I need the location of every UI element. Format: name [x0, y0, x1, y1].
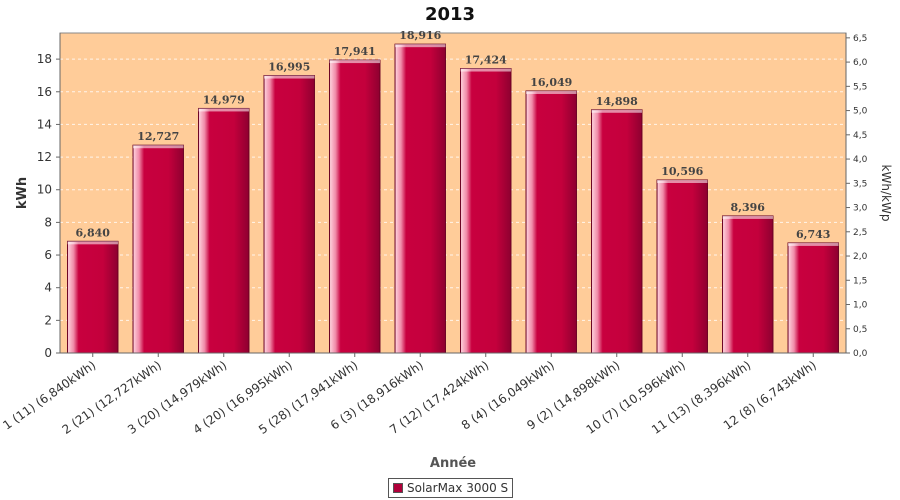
y-tick-label: 10 — [37, 183, 52, 197]
bar — [263, 75, 315, 354]
y2-tick-label: 1,0 — [853, 301, 868, 311]
y2-tick-label: 5,0 — [853, 107, 868, 117]
bar-value-label: 17,424 — [465, 54, 507, 67]
y2-axis-label: kWh/kWp — [879, 165, 893, 222]
bar-value-label: 8,396 — [731, 201, 766, 214]
bar-value-label: 12,727 — [137, 130, 179, 143]
bar — [132, 144, 184, 354]
y2-tick-label: 3,0 — [853, 204, 868, 214]
y-tick-label: 6 — [44, 248, 52, 262]
bar-value-label: 17,941 — [334, 45, 376, 58]
y-axis-label: kWh — [15, 177, 30, 209]
bar-top-highlight — [460, 68, 511, 72]
y-tick-label: 0 — [44, 346, 52, 360]
legend-label: SolarMax 3000 S — [407, 481, 509, 495]
bar-top-highlight — [657, 180, 708, 184]
bar — [525, 90, 577, 354]
y-tick-label: 16 — [37, 85, 52, 99]
bar-top-highlight — [329, 60, 380, 64]
bar-value-label: 14,979 — [203, 93, 245, 106]
chart-title: 2013 — [425, 4, 475, 25]
legend-swatch — [393, 483, 403, 493]
plot-area — [59, 32, 847, 354]
bar — [591, 109, 643, 354]
y-tick-label: 12 — [37, 150, 52, 164]
bar — [787, 242, 839, 354]
y2-tick-label: 0,0 — [853, 349, 868, 359]
bar — [329, 59, 381, 354]
y-tick-label: 18 — [37, 52, 52, 66]
y-tick-label: 2 — [44, 313, 52, 327]
bar-value-label: 10,596 — [661, 165, 703, 178]
bar-value-label: 16,995 — [268, 61, 310, 74]
bar-top-highlight — [788, 242, 839, 246]
x-axis-label: Année — [430, 456, 476, 471]
bar — [394, 43, 446, 354]
y2-tick-label: 5,5 — [853, 82, 867, 92]
bar-value-label: 14,898 — [596, 95, 638, 108]
legend: SolarMax 3000 S — [388, 478, 514, 498]
bar-value-label: 6,840 — [76, 226, 111, 239]
y2-tick-label: 2,5 — [853, 228, 867, 238]
y-tick-label: 14 — [37, 117, 52, 131]
bar-top-highlight — [722, 215, 773, 219]
y-tick-label: 4 — [44, 281, 52, 295]
bar-top-highlight — [133, 145, 184, 149]
y2-tick-label: 3,5 — [853, 179, 867, 189]
bar-top-highlight — [198, 108, 249, 112]
bar-value-label: 18,916 — [399, 29, 441, 42]
y2-tick-label: 6,5 — [853, 34, 867, 44]
bar-value-label: 16,049 — [530, 76, 572, 89]
y2-tick-label: 0,5 — [853, 325, 867, 335]
y2-tick-label: 4,0 — [853, 155, 868, 165]
bar-top-highlight — [264, 75, 315, 79]
bar — [460, 68, 512, 354]
bar-top-highlight — [395, 44, 446, 48]
bar-value-label: 6,743 — [796, 228, 830, 241]
y-tick-label: 8 — [44, 215, 52, 229]
y2-tick-label: 2,0 — [853, 252, 868, 262]
bar-top-highlight — [591, 109, 642, 113]
bar-top-highlight — [67, 241, 118, 245]
bar — [198, 107, 250, 354]
y2-tick-label: 6,0 — [853, 58, 868, 68]
bar — [656, 179, 708, 354]
bar-top-highlight — [526, 90, 577, 94]
bar — [67, 240, 119, 354]
y2-tick-label: 4,5 — [853, 131, 867, 141]
y2-tick-label: 1,5 — [853, 276, 867, 286]
bar — [722, 215, 774, 354]
